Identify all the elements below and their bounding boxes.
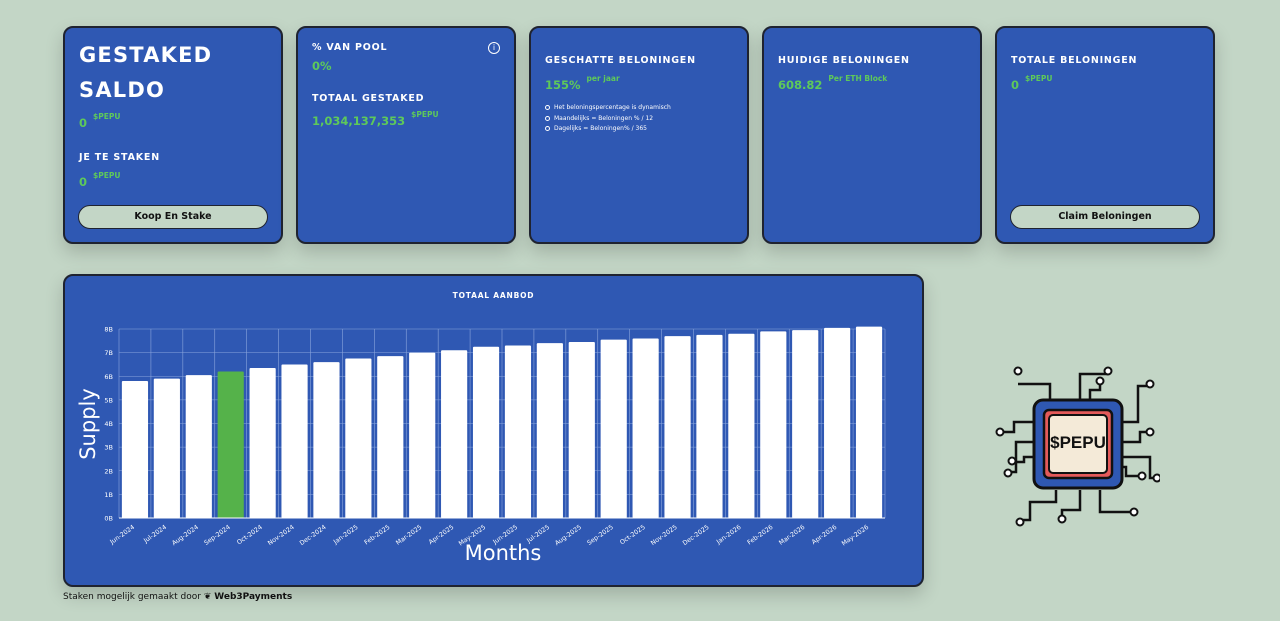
x-tick-label: May-2026: [841, 524, 871, 548]
bar: [696, 334, 723, 518]
total-staked-label: TOTAAL GESTAKED: [312, 93, 425, 104]
circuit-nodes: [995, 366, 1160, 527]
y-tick-label: 2B: [104, 467, 113, 475]
chip-core-inner: [1048, 414, 1108, 474]
x-tick-label: Dec-2025: [682, 524, 711, 547]
x-tick-label: Oct-2024: [236, 524, 264, 546]
x-tick-label: Aug-2025: [554, 524, 583, 547]
bar: [568, 341, 595, 518]
staked-balance-value: 0 $PEPU: [79, 112, 121, 130]
total-staked-value: 1,034,137,353 $PEPU: [312, 110, 439, 128]
claim-rewards-button[interactable]: Claim Beloningen: [1010, 205, 1200, 229]
pool-percent-label: % VAN POOL: [312, 42, 388, 53]
x-tick-label: Apr-2026: [811, 524, 839, 546]
bar: [345, 358, 372, 518]
x-tick-label: Jan-2026: [715, 524, 743, 546]
pool-percent-value: 0%: [312, 59, 332, 73]
bar: [249, 367, 276, 518]
link-icon: ❦: [203, 592, 212, 602]
bar: [409, 352, 436, 518]
pool-card: i % VAN POOL 0% TOTAAL GESTAKED 1,034,13…: [296, 26, 516, 244]
rewards-note: Dagelijks = Beloningen% / 365: [545, 125, 737, 132]
x-tick-label: Feb-2026: [746, 524, 774, 547]
y-tick-label: 7B: [104, 349, 113, 357]
x-tick-label: Dec-2024: [299, 524, 328, 547]
bar: [185, 375, 212, 518]
chart-title: TOTAAL AANBOD: [452, 291, 535, 300]
staked-balance-card: GESTAKED SALDO 0 $PEPU JE TE STAKEN 0 $PEP…: [63, 26, 283, 244]
bar: [313, 362, 340, 518]
y-tick-label: 4B: [104, 420, 113, 428]
x-tick-label: Feb-2025: [363, 524, 391, 547]
current-rewards-value: 608.82 Per ETH Block: [778, 74, 888, 92]
y-tick-label: 3B: [104, 444, 113, 452]
bar: [281, 364, 308, 518]
y-tick-label: 0B: [104, 515, 113, 523]
x-tick-label: Aug-2024: [171, 524, 200, 547]
x-tick-label: Sep-2024: [203, 524, 232, 547]
bar: [472, 346, 500, 518]
bar: [792, 330, 819, 518]
bar: [504, 345, 532, 518]
bar: [632, 338, 659, 518]
footer-text: Staken mogelijk gemaakt door: [63, 592, 201, 602]
rewards-note: Het beloningspercentage is dynamisch: [545, 104, 737, 111]
total-rewards-value: 0 $PEPU: [1011, 74, 1053, 92]
footer: Staken mogelijk gemaakt door ❦ Web3Payme…: [63, 592, 292, 602]
staked-balance-title-line2: SALDO: [79, 78, 166, 102]
y-tick-label: 6B: [104, 373, 113, 381]
x-axis-label: Months: [465, 541, 542, 565]
x-tick-label: Oct-2025: [619, 524, 647, 546]
y-tick-label: 1B: [104, 491, 113, 499]
current-rewards-label: HUIDIGE BELONINGEN: [778, 55, 910, 66]
x-tick-label: Jul-2024: [142, 524, 168, 545]
buy-and-stake-button[interactable]: Koop En Stake: [78, 205, 268, 229]
estimated-rewards-value: 155% per jaar: [545, 74, 620, 92]
y-tick-label: 8B: [104, 326, 113, 334]
x-tick-label: Mar-2026: [778, 524, 806, 547]
bar: [600, 339, 627, 518]
bar: [153, 378, 180, 518]
total-rewards-card: TOTALE BELONINGEN 0 $PEPU Claim Beloninge…: [995, 26, 1215, 244]
x-tick-label: Mar-2025: [395, 524, 423, 547]
current-rewards-card: HUIDIGE BELONINGEN 608.82 Per ETH Block: [762, 26, 982, 244]
supply-chart-panel: TOTAAL AANBOD 0B 1B 2B 3B 4B 5B 6B 7B 8B Jun-2024…: [63, 274, 924, 587]
bar: [855, 326, 883, 518]
bar: [760, 331, 787, 518]
pepu-chip-illustration: $PEPU: [995, 366, 1160, 527]
to-stake-label: JE TE STAKEN: [79, 152, 160, 163]
footer-brand-link[interactable]: Web3Payments: [214, 592, 293, 602]
rewards-note: Maandelijks = Beloningen % / 12: [545, 115, 737, 122]
info-icon[interactable]: i: [488, 42, 500, 54]
rewards-notes: Het beloningspercentage is dynamisch Maa…: [545, 104, 737, 132]
bar: [664, 336, 691, 518]
x-tick-label: Jun-2024: [108, 524, 136, 546]
staked-balance-title-line1: GESTAKED: [79, 43, 213, 67]
estimated-rewards-label: GESCHATTE BELONINGEN: [545, 55, 696, 66]
x-tick-label: Nov-2025: [650, 524, 679, 547]
x-tick-label: Apr-2025: [428, 524, 456, 546]
bar: [536, 343, 563, 518]
x-tick-label: Sep-2025: [586, 524, 615, 547]
total-rewards-label: TOTALE BELONINGEN: [1011, 55, 1138, 66]
bar: [441, 350, 468, 518]
x-tick-label: Nov-2024: [267, 524, 296, 547]
circuit-traces: [1000, 372, 1156, 522]
bar: [824, 327, 851, 518]
bar: [377, 356, 404, 518]
estimated-rewards-card: GESCHATTE BELONINGEN 155% per jaar Het be…: [529, 26, 749, 244]
bar: [728, 333, 755, 518]
bar: [121, 380, 149, 518]
bar: [217, 371, 244, 518]
y-axis-label: Supply: [76, 388, 100, 460]
y-tick-label: 5B: [104, 396, 113, 404]
chip-label: $PEPU: [1050, 433, 1106, 452]
x-tick-label: Jan-2025: [332, 524, 360, 546]
to-stake-value: 0 $PEPU: [79, 171, 121, 189]
